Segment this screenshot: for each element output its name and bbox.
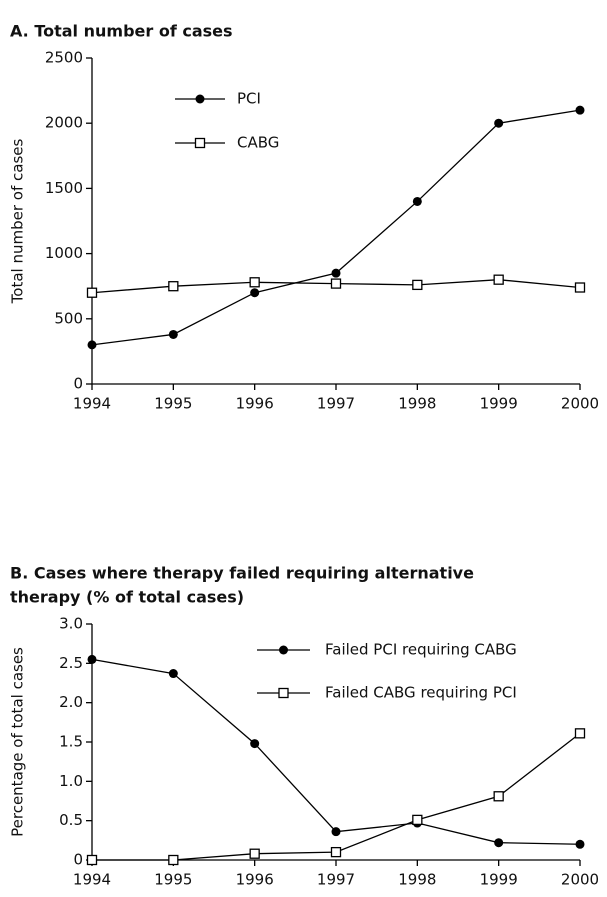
legend-marker [194,137,206,149]
y-tick-label: 1.5 [59,733,83,751]
marker [249,848,260,859]
series-line [92,732,581,861]
marker [412,279,423,291]
y-tick-label: 2.0 [59,693,83,711]
marker [331,827,341,837]
x-tick-label: 1998 [398,871,436,889]
legend-label: PCI [237,90,261,108]
marker [168,281,179,292]
legend-label: Failed PCI requiring CABG [325,641,517,659]
marker [250,288,260,298]
marker [494,838,504,848]
marker [330,846,342,858]
x-tick-label: 1994 [73,395,111,413]
x-tick-label: 2000 [561,395,599,413]
chart-title: B. Cases where therapy failed requiring … [10,564,474,583]
x-tick-label: 1999 [480,871,518,889]
y-tick-label: 500 [54,309,83,327]
marker [87,340,97,350]
marker [330,278,342,289]
y-tick-label: 1500 [45,179,83,197]
x-tick-label: 1996 [236,871,274,889]
y-tick-label: 3.0 [59,615,83,633]
marker [493,791,504,802]
legend-marker [278,687,289,699]
y-tick-label: 1000 [45,244,83,262]
x-tick-label: 1995 [154,871,192,889]
marker [575,105,585,115]
x-tick-label: 1994 [73,871,111,889]
series-line [91,109,581,346]
x-tick-label: 1996 [236,395,274,413]
marker [168,329,178,339]
x-tick-label: 1999 [480,395,518,413]
marker [86,287,98,298]
legend-marker [195,94,205,104]
marker [250,739,260,749]
y-axis-label: Percentage of total cases [9,647,27,837]
y-tick-label: 2500 [45,49,83,67]
marker [493,274,504,285]
legend-label: Failed CABG requiring PCI [325,684,517,702]
y-tick-label: 1.0 [59,772,83,790]
legend-label: CABG [237,134,279,152]
marker [331,268,341,278]
legend-marker [279,645,288,655]
marker [412,196,422,206]
marker [574,282,586,293]
chart-title: A. Total number of cases [10,22,233,41]
y-tick-label: 0 [73,375,83,393]
chart-title: therapy (% of total cases) [10,588,244,607]
y-axis-label: Total number of cases [9,139,27,305]
x-tick-label: 1997 [317,871,355,889]
y-tick-label: 2.5 [59,654,83,672]
marker [574,728,586,739]
marker [87,654,97,664]
x-tick-label: 1995 [154,395,192,413]
marker [249,277,260,288]
marker [168,669,178,679]
marker [86,854,98,866]
marker [412,814,423,826]
marker [575,839,585,849]
x-tick-label: 2000 [561,871,599,889]
x-tick-label: 1997 [317,395,355,413]
marker [494,118,504,128]
y-tick-label: 0.5 [59,811,83,829]
x-tick-label: 1998 [398,395,436,413]
y-tick-label: 0 [73,851,83,869]
y-tick-label: 2000 [45,114,83,132]
marker [168,854,179,866]
